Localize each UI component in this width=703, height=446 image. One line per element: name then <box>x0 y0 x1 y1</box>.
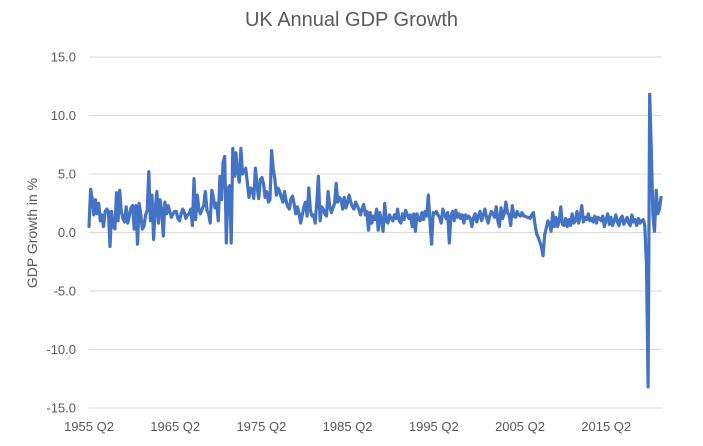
x-tick-label: 1955 Q2 <box>64 419 114 434</box>
y-tick-label: -5.0 <box>54 284 76 299</box>
y-tick-label: 15.0 <box>51 50 76 65</box>
x-tick-label: 2015 Q2 <box>581 419 631 434</box>
chart-title: UK Annual GDP Growth <box>244 9 459 31</box>
y-tick-labels: 15.0 10.0 5.0 0.0 -5.0 -10.0 -15.0 <box>46 50 76 416</box>
x-tick-label: 2005 Q2 <box>495 419 545 434</box>
series-line-uk-gdp-growth <box>87 92 663 389</box>
y-tick-label: -10.0 <box>46 342 76 357</box>
y-tick-label: 0.0 <box>58 225 76 240</box>
y-axis-label: GDP Growth in % <box>24 178 40 288</box>
gridlines <box>89 56 662 409</box>
x-tick-label: 1985 Q2 <box>323 419 373 434</box>
y-tick-label: 5.0 <box>58 167 76 182</box>
y-tick-label: 10.0 <box>51 108 76 123</box>
x-tick-label: 1995 Q2 <box>409 419 459 434</box>
x-tick-labels: 1955 Q2 1965 Q2 1975 Q2 1985 Q2 1995 Q2 2005 … <box>64 419 631 434</box>
x-tick-label: 1975 Q2 <box>236 419 286 434</box>
y-tick-label: -15.0 <box>46 401 76 416</box>
x-tick-label: 1965 Q2 <box>150 419 200 434</box>
